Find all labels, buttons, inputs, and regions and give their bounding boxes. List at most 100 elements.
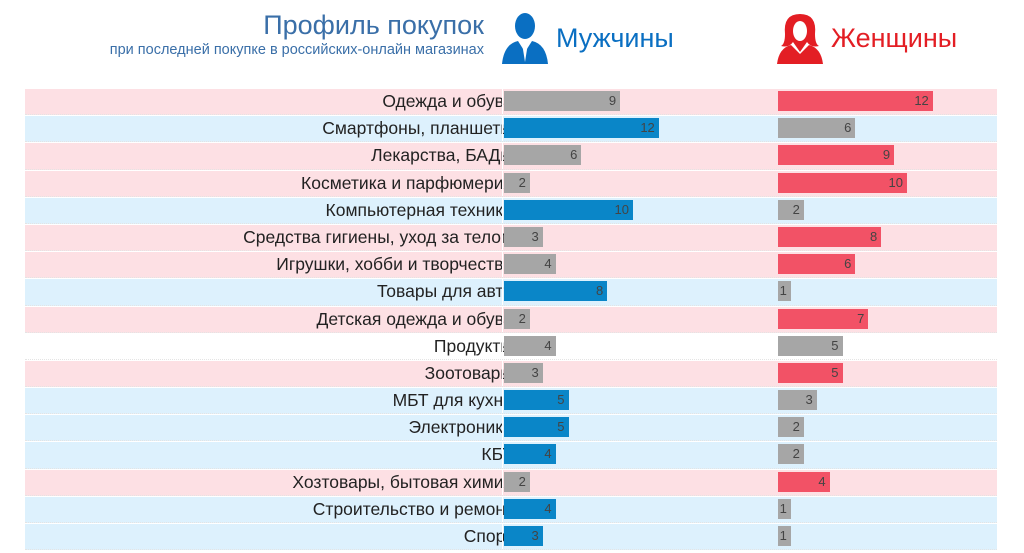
bar-value-label: 4 (544, 256, 552, 272)
bar-value-label: 4 (544, 446, 552, 462)
men-bar: 2 (504, 172, 530, 193)
men-bar: 3 (504, 526, 543, 546)
column-divider (502, 306, 503, 332)
column-divider (502, 388, 503, 414)
column-divider (502, 415, 503, 441)
bar-value-label: 3 (531, 528, 539, 543)
men-bar: 5 (504, 390, 569, 411)
women-bar: 7 (778, 308, 869, 329)
category-label: Хозтовары, бытовая химия (292, 471, 513, 492)
legend-men-label: Мужчины (556, 22, 674, 53)
bar-value-label: 10 (888, 174, 903, 190)
bar-value-label: 1 (779, 500, 787, 516)
category-label: Электроника (408, 417, 514, 438)
bar-value-label: 7 (857, 310, 865, 326)
category-label: Лекарства, БАДы (371, 145, 513, 166)
column-divider (502, 143, 503, 169)
chart-row: Косметика и парфюмерия 2 10 (25, 170, 997, 197)
column-divider (502, 224, 503, 251)
column-divider (502, 116, 503, 142)
women-bar: 1 (778, 281, 791, 302)
category-label: Зоотовары (424, 362, 513, 383)
category-label: Детская одежда и обувь (316, 308, 513, 329)
bar-value-label: 9 (608, 93, 617, 108)
category-label: Продукты (433, 335, 513, 356)
column-divider (502, 469, 503, 495)
category-label: Товары для авто (376, 281, 513, 302)
bar-value-label: 5 (557, 419, 565, 435)
bar-value-label: 2 (792, 419, 800, 435)
chart-row: Хозтовары, бытовая химия 2 4 (25, 469, 997, 496)
chart-subtitle: при последней покупке в российских-онлай… (109, 42, 484, 58)
column-divider (502, 333, 503, 359)
column-divider (502, 170, 503, 196)
bar-value-label: 3 (531, 364, 539, 380)
bar-value-label: 12 (914, 93, 929, 108)
bar-value-label: 12 (640, 120, 655, 136)
chart-title-block: Профиль покупок при последней покупке в … (110, 10, 484, 58)
chart-title: Профиль покупок (263, 10, 484, 40)
chart-row: КБТ 4 2 (25, 442, 997, 469)
men-bar: 12 (504, 118, 659, 139)
bar-value-label: 9 (882, 147, 891, 163)
bar-value-label: 8 (869, 228, 878, 244)
chart-row: Средства гигиены, уход за телом 3 8 (25, 224, 997, 252)
category-label: Спорт (463, 526, 513, 546)
women-bar: 1 (778, 498, 791, 519)
chart-row: Смартфоны, планшеты 12 6 (25, 116, 997, 143)
bar-value-label: 5 (557, 392, 565, 408)
category-label: Игрушки, хобби и творчество (276, 254, 513, 275)
chart-row: Товары для авто 8 1 (25, 279, 997, 306)
chart-row: Детская одежда и обувь 2 7 (25, 306, 997, 333)
category-label: Одежда и обувь (382, 91, 513, 111)
bar-value-label: 1 (779, 283, 787, 299)
bar-value-label: 1 (779, 528, 787, 543)
men-bar: 4 (504, 444, 556, 465)
men-bar: 2 (504, 471, 530, 492)
bar-value-label: 2 (792, 201, 800, 217)
chart-row: Спорт 3 1 (25, 524, 997, 551)
men-bar: 8 (504, 281, 608, 302)
bar-value-label: 5 (831, 364, 839, 380)
women-bar: 3 (778, 390, 817, 411)
bar-value-label: 4 (818, 473, 826, 489)
men-bar: 9 (504, 91, 621, 111)
chart-row: Электроника 5 2 (25, 415, 997, 442)
men-bar: 4 (504, 335, 556, 356)
column-divider (502, 197, 503, 223)
chart-row: Компьютерная техника 10 2 (25, 197, 997, 224)
legend-women-label: Женщины (831, 22, 958, 53)
column-divider (502, 360, 503, 387)
bar-value-label: 3 (805, 392, 813, 408)
category-label: Косметика и парфюмерия (301, 172, 513, 193)
men-bar: 4 (504, 254, 556, 275)
women-bar: 5 (778, 335, 843, 356)
chart-row: Одежда и обувь 9 12 (25, 89, 997, 116)
woman-icon (777, 14, 823, 64)
women-bar: 12 (778, 91, 933, 111)
women-bar: 8 (778, 226, 882, 247)
column-divider (502, 442, 503, 468)
chart-row: Продукты 4 5 (25, 333, 997, 360)
men-bar: 3 (504, 226, 543, 247)
women-bar: 1 (778, 526, 791, 546)
women-bar: 9 (778, 145, 895, 166)
bar-value-label: 2 (518, 310, 526, 326)
men-bar: 10 (504, 199, 633, 220)
women-bar: 6 (778, 254, 856, 275)
bar-value-label: 2 (518, 473, 526, 489)
legend-men: Мужчины (500, 12, 674, 64)
women-bar: 2 (778, 444, 804, 465)
women-bar: 4 (778, 471, 830, 492)
bar-value-label: 8 (595, 283, 604, 299)
chart-row: МБТ для кухни 5 3 (25, 388, 997, 415)
chart-row: Игрушки, хобби и творчество 4 6 (25, 252, 997, 279)
category-label: МБТ для кухни (392, 390, 513, 411)
man-icon (502, 13, 548, 64)
bar-value-label: 6 (570, 147, 578, 163)
men-bar: 5 (504, 417, 569, 438)
bar-value-label: 2 (792, 446, 800, 462)
men-bar: 4 (504, 498, 556, 519)
bar-value-label: 3 (531, 228, 539, 244)
chart-row: Лекарства, БАДы 6 9 (25, 143, 997, 170)
